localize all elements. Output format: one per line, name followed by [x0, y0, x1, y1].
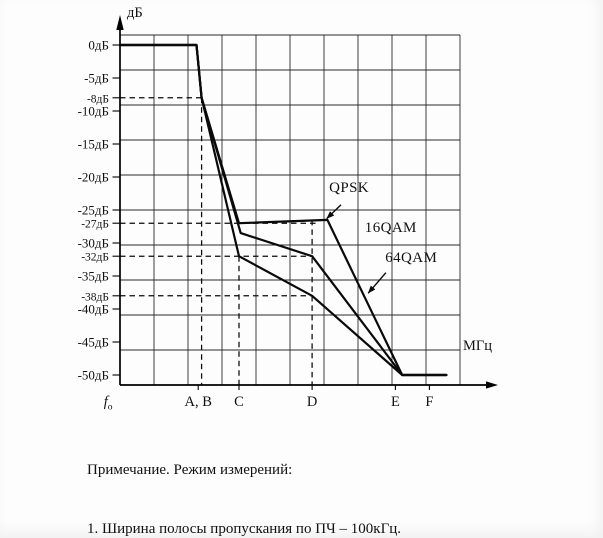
series-label-qpsk: QPSK: [329, 180, 369, 196]
leader-arrow: [326, 204, 342, 220]
y-tick-label: -50дБ: [78, 368, 109, 383]
y-tick-label: -32дБ: [81, 252, 109, 264]
leader-arrow: [367, 272, 387, 294]
y-tick-label: -15дБ: [78, 137, 109, 152]
y-tick-label: -25дБ: [78, 203, 109, 218]
spectrum-mask-chart: дБ МГц 0дБ -5дБ -8дБ-10дБ -15дБ -20дБ -25дБ-27д…: [78, 5, 498, 413]
axes: [112, 15, 498, 390]
y-tick-label: -27дБ: [81, 219, 109, 231]
measurement-notes: Примечание. Режим измерений: 1. Ширина п…: [87, 422, 413, 538]
y-tick-label: 0дБ: [88, 38, 109, 53]
x-axis-arrow: [486, 381, 498, 389]
y-tick-label: -35дБ: [78, 269, 109, 284]
note-item-1: 1. Ширина полосы пропускания по ПЧ – 100…: [87, 520, 402, 537]
series-label-64qam: 64QAM: [385, 250, 437, 266]
notes-title: Примечание. Режим измерений:: [87, 462, 293, 478]
series-label-16qam: 16QAM: [365, 220, 417, 236]
y-tick-label: -38дБ: [81, 291, 109, 303]
y-axis-arrow: [116, 15, 124, 30]
y-tick-label: -20дБ: [78, 170, 109, 185]
dashed-guides: [120, 97, 316, 385]
x-axis-title: МГц: [463, 338, 492, 354]
y-axis-title: дБ: [127, 5, 143, 21]
y-tick-label: -10дБ: [78, 104, 109, 119]
x-tick-label: C: [234, 394, 244, 410]
grid: [119, 34, 461, 386]
x-tick-label: A, B: [184, 394, 211, 410]
labels: дБ МГц 0дБ -5дБ -8дБ-10дБ -15дБ -20дБ -25дБ-27д…: [78, 5, 493, 413]
x-tick-label: E: [391, 394, 400, 410]
y-tick-label: -30дБ: [78, 236, 109, 251]
x-tick-label: fo: [104, 394, 113, 413]
series-curves: [118, 43, 448, 377]
y-tick-label: -5дБ: [84, 71, 109, 86]
y-tick-label: -8дБ: [87, 93, 109, 105]
x-tick-label: D: [307, 394, 317, 410]
y-tick-label: -45дБ: [78, 335, 109, 350]
x-tick-label: F: [425, 394, 433, 410]
series-64qam: [118, 43, 448, 377]
y-tick-label: -40дБ: [78, 302, 109, 317]
